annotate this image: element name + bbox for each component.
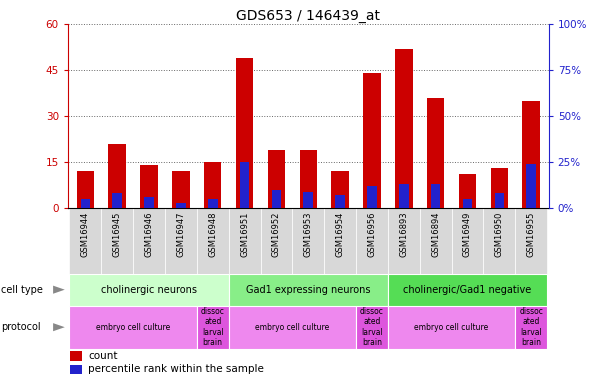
Bar <box>208 199 218 208</box>
Text: cell type: cell type <box>1 285 43 295</box>
Bar <box>335 195 345 208</box>
Bar <box>522 101 540 208</box>
Bar <box>494 194 504 208</box>
Text: dissoc
ated
larval
brain: dissoc ated larval brain <box>519 307 543 347</box>
Text: dissoc
ated
larval
brain: dissoc ated larval brain <box>360 307 384 347</box>
Bar <box>388 306 515 349</box>
Bar <box>140 165 158 208</box>
Text: Gad1 expressing neurons: Gad1 expressing neurons <box>246 285 371 295</box>
Text: GSM16893: GSM16893 <box>399 211 408 257</box>
Bar <box>303 192 313 208</box>
Bar <box>490 168 508 208</box>
Bar <box>395 49 412 208</box>
Bar <box>431 184 440 208</box>
Bar <box>113 194 122 208</box>
Text: GSM16945: GSM16945 <box>113 211 122 257</box>
Title: GDS653 / 146439_at: GDS653 / 146439_at <box>236 9 381 23</box>
Bar <box>515 306 547 349</box>
Bar <box>101 208 133 274</box>
Bar <box>451 208 483 274</box>
Bar <box>293 208 324 274</box>
Bar <box>271 190 281 208</box>
Text: cholinergic/Gad1 negative: cholinergic/Gad1 negative <box>404 285 532 295</box>
Text: GSM16948: GSM16948 <box>208 211 217 257</box>
Bar <box>300 150 317 208</box>
Bar <box>229 274 388 306</box>
Bar <box>204 162 221 208</box>
Bar <box>172 171 189 208</box>
Bar <box>176 202 186 208</box>
Text: dissoc
ated
larval
brain: dissoc ated larval brain <box>201 307 225 347</box>
Bar <box>133 208 165 274</box>
Bar <box>81 199 90 208</box>
Bar <box>459 174 476 208</box>
Bar <box>70 364 82 374</box>
Bar <box>240 162 250 208</box>
Bar <box>388 208 419 274</box>
Bar <box>388 274 547 306</box>
Bar <box>165 208 197 274</box>
Bar <box>229 208 261 274</box>
Bar <box>356 208 388 274</box>
Bar <box>197 208 229 274</box>
Text: embryo cell culture: embryo cell culture <box>96 322 171 332</box>
Bar <box>483 208 515 274</box>
Text: GSM16955: GSM16955 <box>527 211 536 257</box>
Bar <box>70 208 101 274</box>
Bar <box>399 184 409 208</box>
Text: protocol: protocol <box>1 322 41 332</box>
Text: GSM16894: GSM16894 <box>431 211 440 257</box>
Text: GSM16944: GSM16944 <box>81 211 90 257</box>
Bar <box>261 208 293 274</box>
Bar <box>332 171 349 208</box>
Bar <box>324 208 356 274</box>
Bar <box>427 98 444 208</box>
Text: percentile rank within the sample: percentile rank within the sample <box>88 364 264 374</box>
Text: GSM16950: GSM16950 <box>495 211 504 257</box>
Text: GSM16954: GSM16954 <box>336 211 345 257</box>
Text: GSM16953: GSM16953 <box>304 211 313 257</box>
Bar <box>229 306 356 349</box>
Bar <box>356 306 388 349</box>
Bar <box>70 306 197 349</box>
Bar <box>367 186 377 208</box>
Text: GSM16946: GSM16946 <box>145 211 153 257</box>
Text: GSM16952: GSM16952 <box>272 211 281 257</box>
Bar <box>419 208 451 274</box>
Bar <box>197 306 229 349</box>
Text: GSM16947: GSM16947 <box>176 211 185 257</box>
Bar <box>70 351 82 361</box>
Bar <box>109 144 126 208</box>
Text: embryo cell culture: embryo cell culture <box>255 322 329 332</box>
Text: GSM16949: GSM16949 <box>463 211 472 257</box>
Bar <box>363 74 381 208</box>
Bar <box>463 199 472 208</box>
Bar <box>145 197 154 208</box>
Text: GSM16956: GSM16956 <box>368 211 376 257</box>
Bar <box>70 274 229 306</box>
Bar <box>236 58 253 208</box>
Text: cholinergic neurons: cholinergic neurons <box>101 285 197 295</box>
Bar <box>268 150 285 208</box>
Bar <box>526 164 536 208</box>
Text: count: count <box>88 351 117 361</box>
Text: GSM16951: GSM16951 <box>240 211 249 257</box>
Bar <box>77 171 94 208</box>
Bar <box>515 208 547 274</box>
Text: embryo cell culture: embryo cell culture <box>414 322 489 332</box>
